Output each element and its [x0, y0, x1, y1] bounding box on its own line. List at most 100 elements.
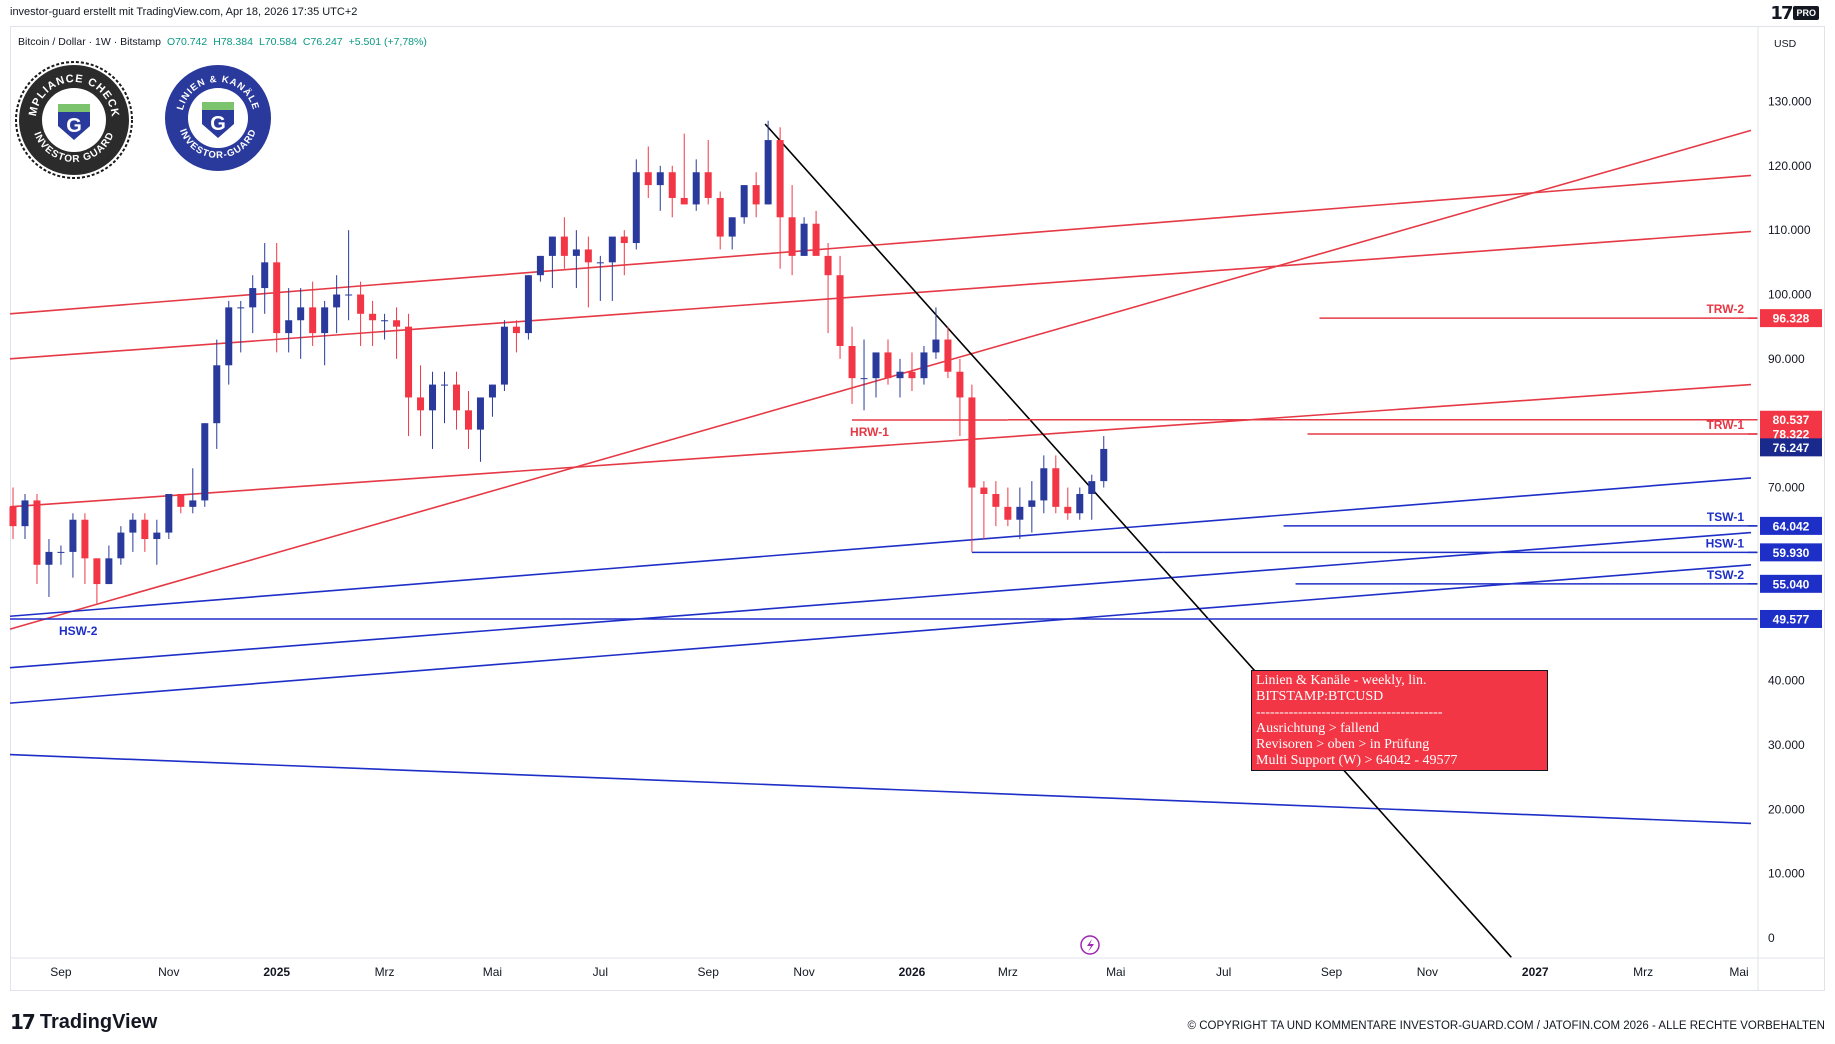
time-tick-label: Mai [483, 965, 502, 979]
ohlc-high: H78.384 [213, 36, 253, 48]
candle-body [129, 519, 137, 533]
price-level-value: 96.328 [1773, 312, 1810, 326]
candle-body [968, 397, 976, 488]
candle-body [165, 493, 173, 533]
candle-body [536, 255, 544, 276]
time-tick-label: Mrz [375, 965, 395, 979]
candle-body [393, 320, 401, 327]
price-axis: 130.000120.000110.000100.00090.00080.000… [1757, 26, 1812, 990]
candle-body [285, 320, 293, 334]
candle-body [177, 493, 185, 507]
price-level-value: 80.537 [1773, 413, 1810, 427]
compliance-badge-letter: G [66, 115, 82, 137]
candle-body [213, 365, 221, 424]
chart-side-label: HSW-2 [59, 624, 98, 638]
resistance-trendline [9, 129, 1752, 630]
candle-body [21, 500, 29, 527]
price-level-value: 59.930 [1773, 546, 1810, 560]
time-tick-label: Mai [1729, 965, 1748, 979]
time-tick-label: Nov [1417, 965, 1438, 979]
time-tick-label: Sep [50, 965, 72, 979]
support-trendline [9, 531, 1752, 669]
info-support: Multi Support (W) > 64042 - 49577 [1256, 753, 1458, 768]
candle-body [884, 352, 892, 379]
price-level-name: TRW-2 [1706, 302, 1744, 316]
tradingview-pro-logo: 17 PRO [1770, 2, 1819, 24]
tradingview-footer-logo[interactable]: 17 TradingView [10, 1010, 157, 1034]
analysis-info-box: Linien & Kanäle - weekly, lin. BITSTAMP:… [1251, 670, 1548, 771]
price-level-value: 78.322 [1773, 427, 1810, 441]
tradingview-footer-text: TradingView [39, 1010, 158, 1033]
time-tick-label: Nov [793, 965, 814, 979]
time-tick-label: Mrz [1633, 965, 1653, 979]
price-level-badge [1760, 609, 1822, 628]
candle-body [896, 371, 904, 379]
candle-body [992, 493, 1000, 507]
candle-body [812, 223, 820, 256]
candle-body [321, 307, 329, 334]
price-level-badge [1760, 574, 1822, 593]
compliance-checked-badge: COMPLIANCE CHECKED INVESTOR GUARD G [14, 60, 133, 179]
candle-body [560, 236, 568, 256]
candle-body [261, 262, 269, 289]
candle-body [333, 294, 341, 308]
candle-body [668, 172, 676, 198]
candle-body [369, 313, 377, 321]
price-tick-label: 130.000 [1768, 94, 1812, 108]
candle-body [908, 371, 916, 379]
ohlc-close: C76.247 [302, 36, 343, 48]
candle-body [980, 487, 988, 494]
candle-body [1004, 506, 1012, 520]
price-tick-label: 0 [1768, 931, 1775, 945]
copyright-notice: © COPYRIGHT TA UND KOMMENTARE INVESTOR-G… [1187, 1020, 1825, 1032]
candle-body [105, 558, 113, 585]
price-level-badge [1760, 309, 1822, 328]
price-tick-label: 40.000 [1768, 674, 1805, 688]
info-revisors: Revisoren > oben > in Prüfung [1256, 737, 1430, 752]
resistance-trendline [9, 174, 1752, 315]
candle-body [141, 519, 149, 540]
time-axis: Sep Nov 2025 Mrz Mai Jul Sep Nov 2026 Mrz Mai Jul Se… [10, 935, 1825, 979]
candle-body [1052, 468, 1060, 507]
candle-body [225, 307, 233, 366]
candle-body [249, 288, 257, 308]
candle-body [848, 345, 856, 379]
candle-body [69, 519, 77, 552]
price-tick-label: 20.000 [1768, 802, 1805, 816]
time-tick-label: Sep [698, 965, 720, 979]
candle-body [476, 397, 484, 430]
candle-body [644, 172, 652, 186]
candle-body [524, 275, 532, 334]
linien-badge-letter: G [210, 113, 226, 135]
candle-body [237, 307, 245, 309]
time-tick-label: 2027 [1522, 965, 1549, 979]
candle-body [309, 307, 317, 334]
candle-body [381, 320, 389, 322]
price-chart[interactable]: 130.000120.000110.000100.00090.00080.000… [0, 0, 1835, 1000]
candle-body [512, 326, 520, 334]
candle-body [620, 236, 628, 244]
price-tick-label: 120.000 [1768, 159, 1812, 173]
candle-body [500, 326, 508, 385]
price-level-name: HSW-1 [1706, 536, 1745, 550]
pro-badge: PRO [1793, 6, 1819, 20]
symbol-legend[interactable]: Bitcoin / Dollar · 1W · Bitstamp O70.742… [18, 36, 427, 48]
candle-body [956, 371, 964, 398]
candle-body [488, 384, 496, 398]
tradingview-mark-icon: 17 [1770, 2, 1793, 24]
ohlc-low: L70.584 [258, 36, 297, 48]
support-trendline [9, 753, 1752, 825]
candle-body [297, 307, 305, 321]
price-level-badge [1760, 410, 1822, 429]
candle-body [57, 551, 65, 553]
price-level-value: 64.042 [1773, 519, 1810, 533]
time-tick-label: Mai [1106, 965, 1125, 979]
symbol-name: Bitcoin / Dollar · 1W · Bitstamp [18, 36, 161, 48]
currency-label[interactable]: USD [1774, 38, 1797, 50]
candle-body [1040, 468, 1048, 501]
candle-body [788, 217, 796, 256]
price-tick-label: 70.000 [1768, 481, 1805, 495]
linien-kanaele-badge: LINIEN & KANÄLE INVESTOR-GUARD G [165, 65, 271, 171]
chart-side-label: HRW-1 [850, 425, 889, 439]
